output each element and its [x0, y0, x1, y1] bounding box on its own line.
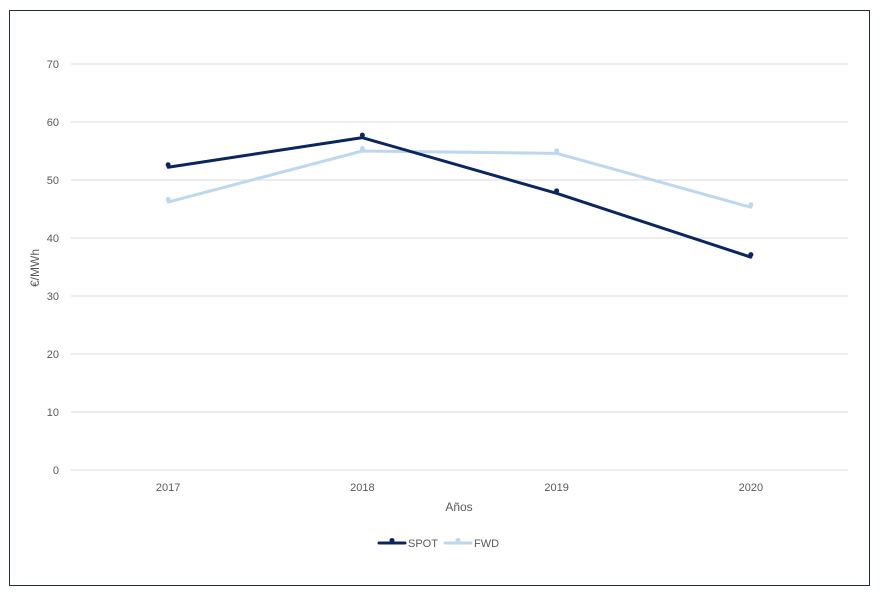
series-line [166, 136, 753, 259]
y-tick-label: 40 [47, 233, 59, 245]
legend: SPOT FWD [377, 538, 499, 550]
legend-label: FWD [474, 538, 499, 550]
legend-item-spot: SPOT [377, 538, 438, 550]
y-axis-ticks: 0 10 20 30 40 50 60 70 [47, 59, 59, 477]
series-group [165, 132, 754, 259]
x-tick-label: 2017 [156, 482, 180, 494]
data-point [748, 202, 754, 208]
y-tick-label: 50 [47, 175, 59, 187]
series-line [166, 149, 753, 209]
legend-marker [389, 538, 395, 543]
x-tick-label: 2018 [350, 482, 374, 494]
data-point [165, 197, 171, 203]
y-tick-label: 30 [47, 291, 59, 303]
y-tick-label: 10 [47, 407, 59, 419]
data-point [359, 132, 365, 138]
y-tick-label: 20 [47, 349, 59, 361]
legend-marker [455, 538, 461, 543]
y-axis-title: €/MWh [28, 249, 42, 287]
data-point [554, 148, 560, 154]
legend-label: SPOT [408, 538, 438, 550]
x-tick-label: 2019 [544, 482, 568, 494]
data-point [165, 162, 171, 168]
series-spot [165, 132, 754, 259]
x-axis-title: Años [445, 500, 472, 514]
data-point [748, 252, 754, 258]
x-axis-ticks: 2017 2018 2019 2020 [156, 482, 763, 494]
data-point [359, 146, 365, 151]
y-tick-label: 70 [47, 59, 59, 71]
y-tick-label: 60 [47, 117, 59, 129]
x-tick-label: 2020 [739, 482, 763, 494]
data-point [554, 188, 560, 194]
chart-frame [9, 10, 870, 586]
gridlines [71, 63, 848, 471]
y-tick-label: 0 [53, 465, 59, 477]
series-fwd [165, 146, 754, 209]
legend-item-fwd: FWD [443, 538, 499, 550]
